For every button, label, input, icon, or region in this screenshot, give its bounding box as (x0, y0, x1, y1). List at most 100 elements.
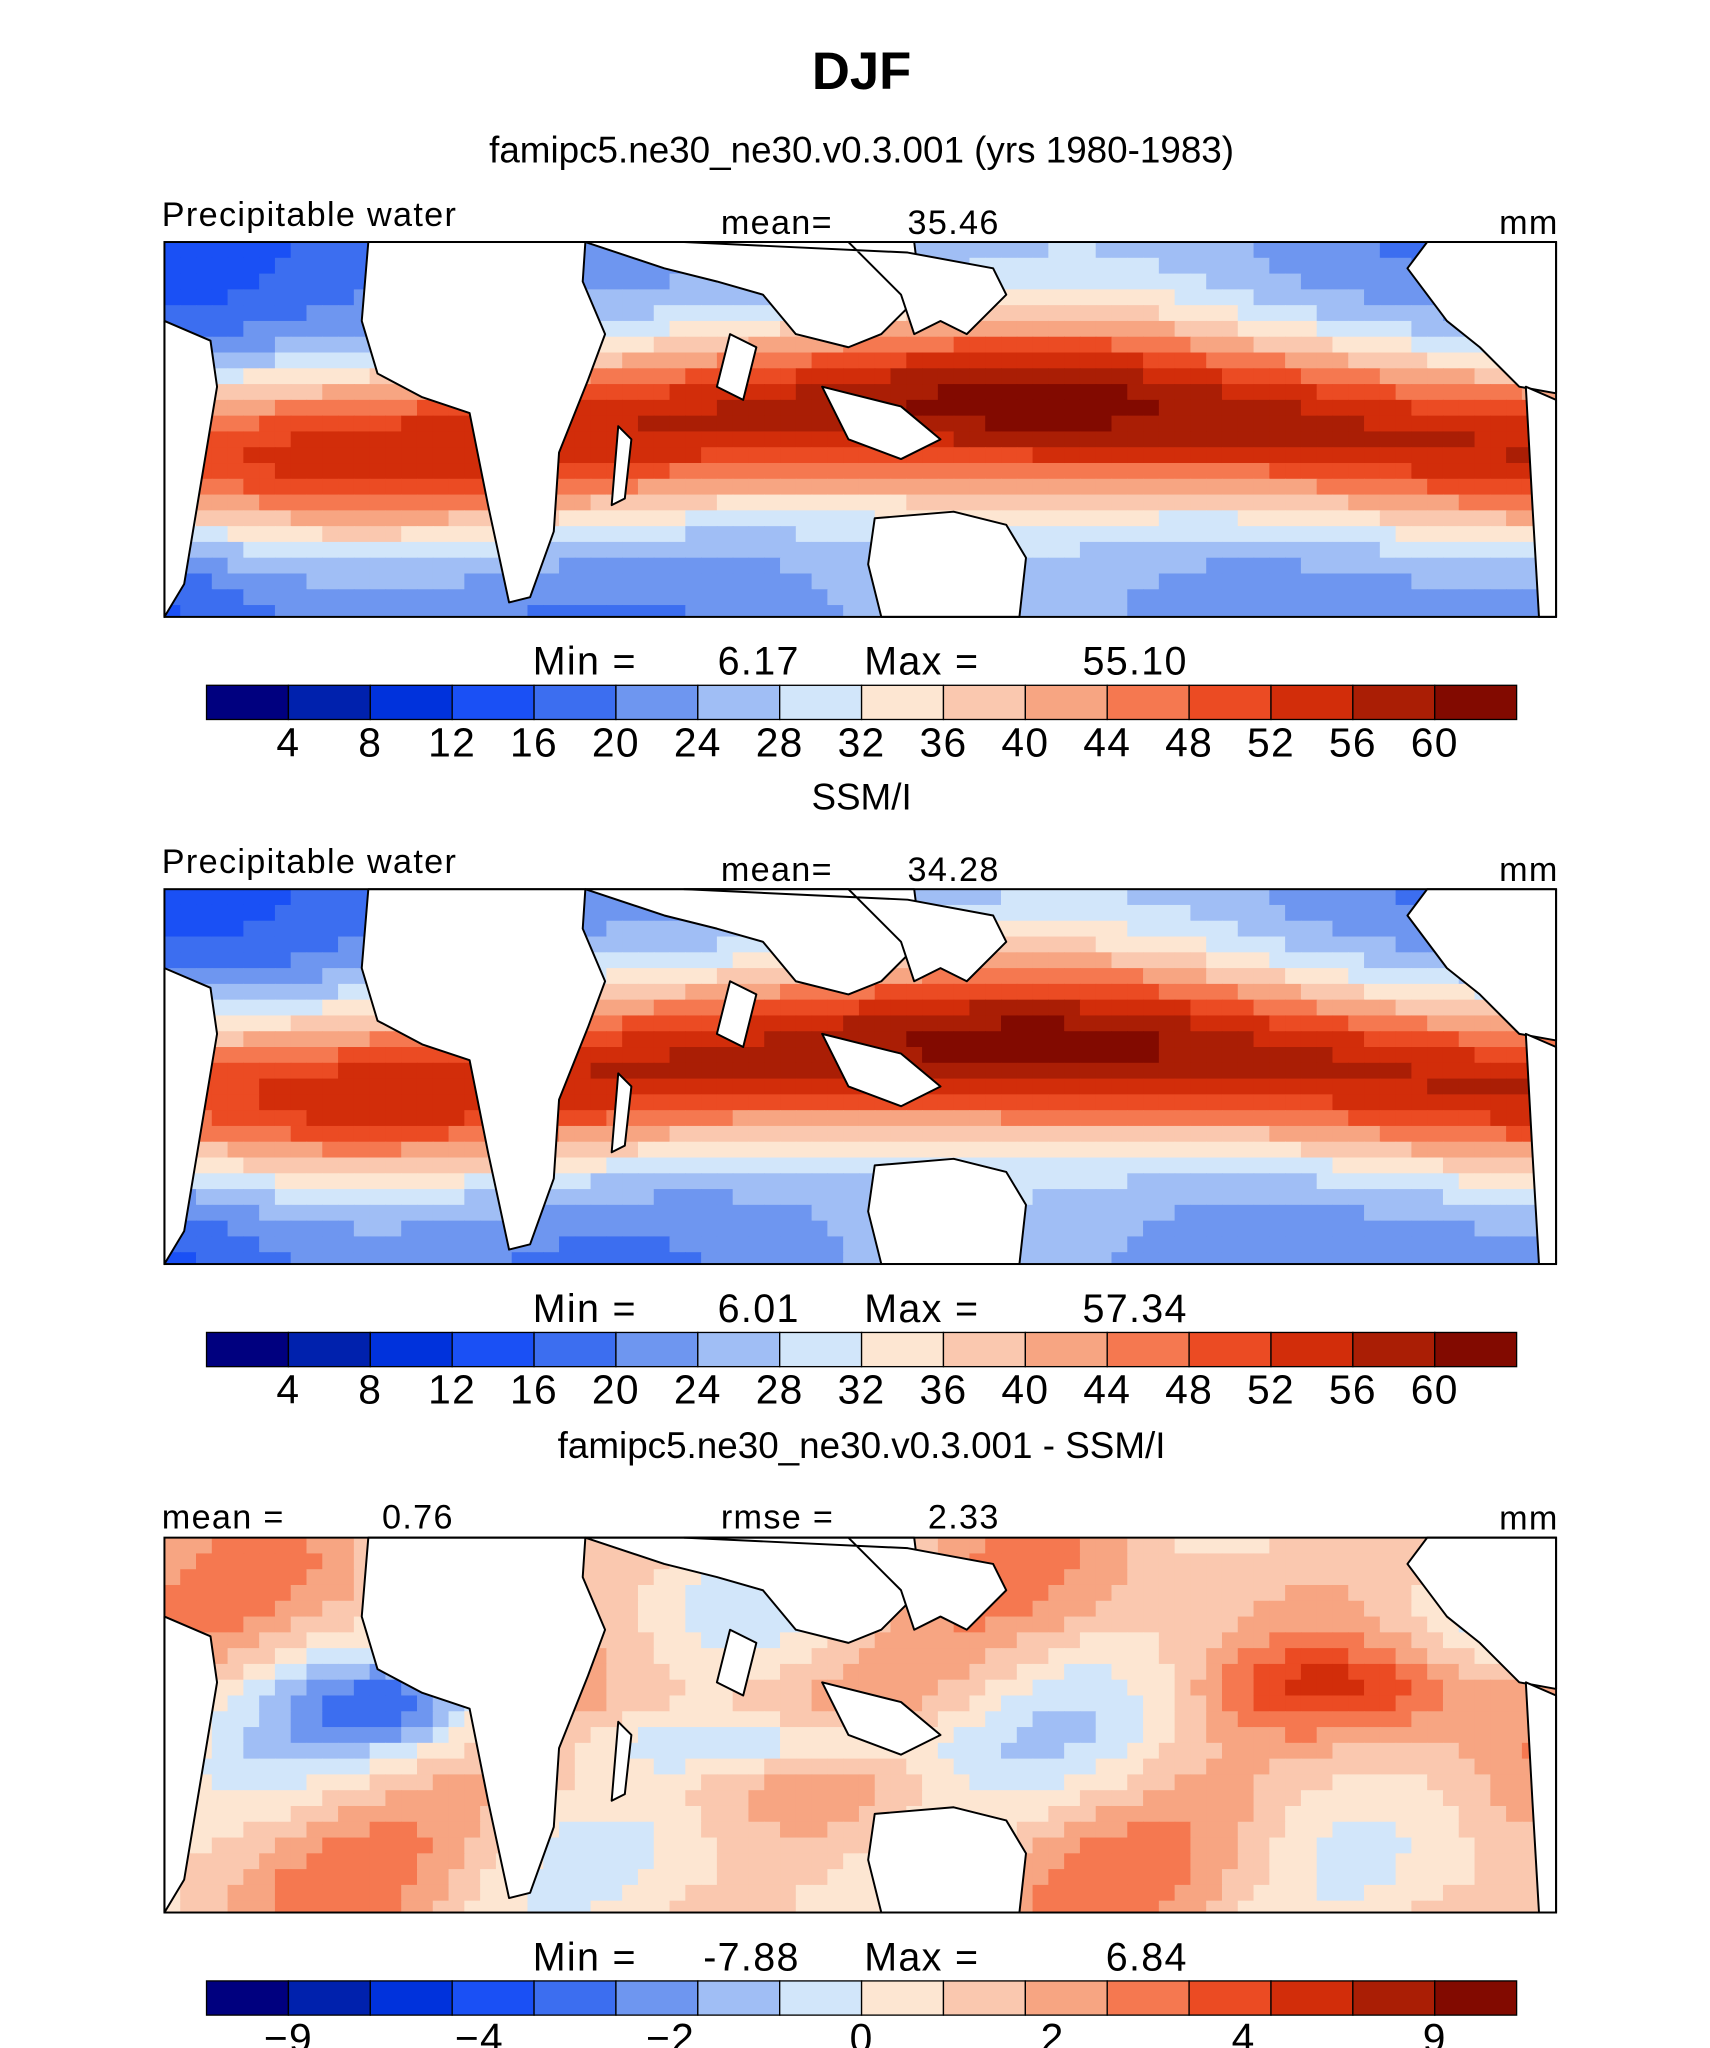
field-cell (780, 1125, 797, 1143)
field-cell (590, 573, 608, 590)
field-cell (953, 1537, 971, 1555)
field-cell (1221, 605, 1239, 618)
field-cell (448, 1062, 465, 1080)
field-cell (1016, 952, 1034, 969)
field-cell (1316, 904, 1334, 922)
field-cell (401, 494, 418, 512)
field-cell (1079, 336, 1097, 354)
field-cell (432, 1110, 450, 1127)
field-cell (1032, 1600, 1050, 1618)
field-cell (1095, 1220, 1113, 1238)
field-cell (306, 289, 323, 306)
field-cell (732, 1616, 750, 1634)
colorbar-box (942, 684, 1026, 721)
field-cell (211, 968, 229, 985)
field-cell (290, 936, 308, 953)
field-cell (1158, 526, 1176, 543)
field-cell (1079, 1110, 1097, 1127)
field-cell (1190, 999, 1207, 1017)
field-cell (1458, 368, 1476, 385)
field-cell (1143, 399, 1160, 417)
field-cell (322, 368, 339, 385)
field-cell (164, 1569, 181, 1586)
field-cell (259, 431, 276, 448)
field-cell (874, 1141, 892, 1159)
field-cell (464, 1220, 481, 1238)
field-cell (1316, 952, 1334, 969)
field-cell (985, 336, 1002, 354)
field-cell (338, 431, 355, 448)
field-cell (416, 526, 434, 543)
field-cell (1364, 1173, 1381, 1190)
field-cell (322, 336, 339, 354)
field-cell (1506, 415, 1523, 433)
field-cell (637, 1125, 655, 1143)
field-cell (1364, 1220, 1381, 1238)
field-cell (1237, 557, 1255, 575)
field-cell (953, 352, 971, 369)
field-cell (1395, 1173, 1413, 1190)
field-cell (1158, 510, 1176, 527)
field-cell (637, 1173, 655, 1190)
field-cell (701, 399, 718, 417)
field-cell (1348, 952, 1365, 969)
field-cell (874, 1015, 892, 1032)
field-cell (1253, 1047, 1270, 1064)
field-cell (401, 510, 418, 527)
field-cell (306, 1252, 323, 1265)
field-cell (1048, 1616, 1065, 1634)
field-cell (1364, 1094, 1381, 1111)
field-cell (1206, 320, 1223, 338)
field-cell (1158, 1047, 1176, 1064)
field-cell (1174, 1062, 1192, 1080)
field-cell (1348, 1078, 1365, 1096)
field-cell (637, 1252, 655, 1265)
field-cell (1411, 1173, 1428, 1190)
field-cell (1221, 904, 1239, 922)
field-cell (1174, 1173, 1192, 1190)
field-cell (306, 1632, 323, 1649)
field-cell (1395, 384, 1413, 401)
field-cell (590, 431, 608, 448)
map (163, 888, 1558, 1266)
field-cell (1001, 983, 1018, 1001)
field-cell (1048, 336, 1065, 354)
field-cell (1269, 605, 1286, 618)
field-cell (243, 999, 260, 1017)
field-cell (322, 320, 339, 338)
field-cell (1506, 573, 1523, 590)
field-cell (1190, 1204, 1207, 1222)
field-cell (827, 1157, 844, 1174)
field-cell (716, 431, 734, 448)
field-cell (1127, 936, 1144, 953)
field-cell (1364, 557, 1381, 575)
colorbar-tick-label: 12 (428, 720, 476, 766)
field-cell (1064, 1569, 1081, 1586)
field-cell (1332, 889, 1349, 906)
field-cell (780, 1189, 797, 1206)
field-cell (1316, 1252, 1334, 1265)
field-cell (259, 1220, 276, 1238)
field-cell (227, 510, 245, 527)
field-cell (1190, 1600, 1207, 1618)
field-cell (1364, 478, 1381, 496)
field-cell (1300, 1204, 1318, 1222)
field-cell (1079, 510, 1097, 527)
stat-label: mean = (162, 1498, 285, 1536)
field-cell (1048, 1141, 1065, 1159)
field-cell (322, 1220, 339, 1238)
field-cell (1079, 1236, 1097, 1253)
field-cell (669, 463, 686, 480)
field-cell (306, 510, 323, 527)
field-cell (1411, 557, 1428, 575)
field-cell (227, 352, 245, 369)
field-cell (1506, 1252, 1523, 1265)
field-cell (843, 352, 860, 369)
field-cell (1237, 1062, 1255, 1080)
field-cell (574, 1220, 592, 1238)
field-cell (306, 1236, 323, 1253)
field-cell (701, 352, 718, 369)
field-cell (1474, 399, 1491, 417)
field-cell (606, 368, 623, 385)
field-cell (1490, 478, 1507, 496)
